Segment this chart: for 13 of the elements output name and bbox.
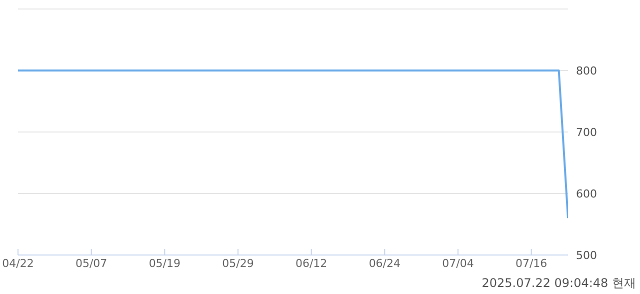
y-tick-label: 700 — [576, 126, 597, 139]
y-tick-label: 800 — [576, 64, 597, 78]
x-tick-label: 07/16 — [515, 256, 548, 270]
x-tick-label: 07/04 — [442, 256, 474, 270]
y-tick-label: 600 — [576, 187, 597, 200]
x-tick-label: 04/22 — [2, 256, 34, 270]
x-tick-label: 06/24 — [368, 256, 401, 270]
x-tick-label: 05/07 — [75, 256, 108, 270]
y-tick-label: 500 — [576, 248, 597, 262]
text: 2025.07.22 09:04:48 현재 — [482, 275, 636, 292]
x-tick-label: 06/12 — [295, 256, 328, 270]
x-tick-label: 05/29 — [222, 256, 254, 270]
x-tick-label: 05/19 — [148, 256, 181, 270]
